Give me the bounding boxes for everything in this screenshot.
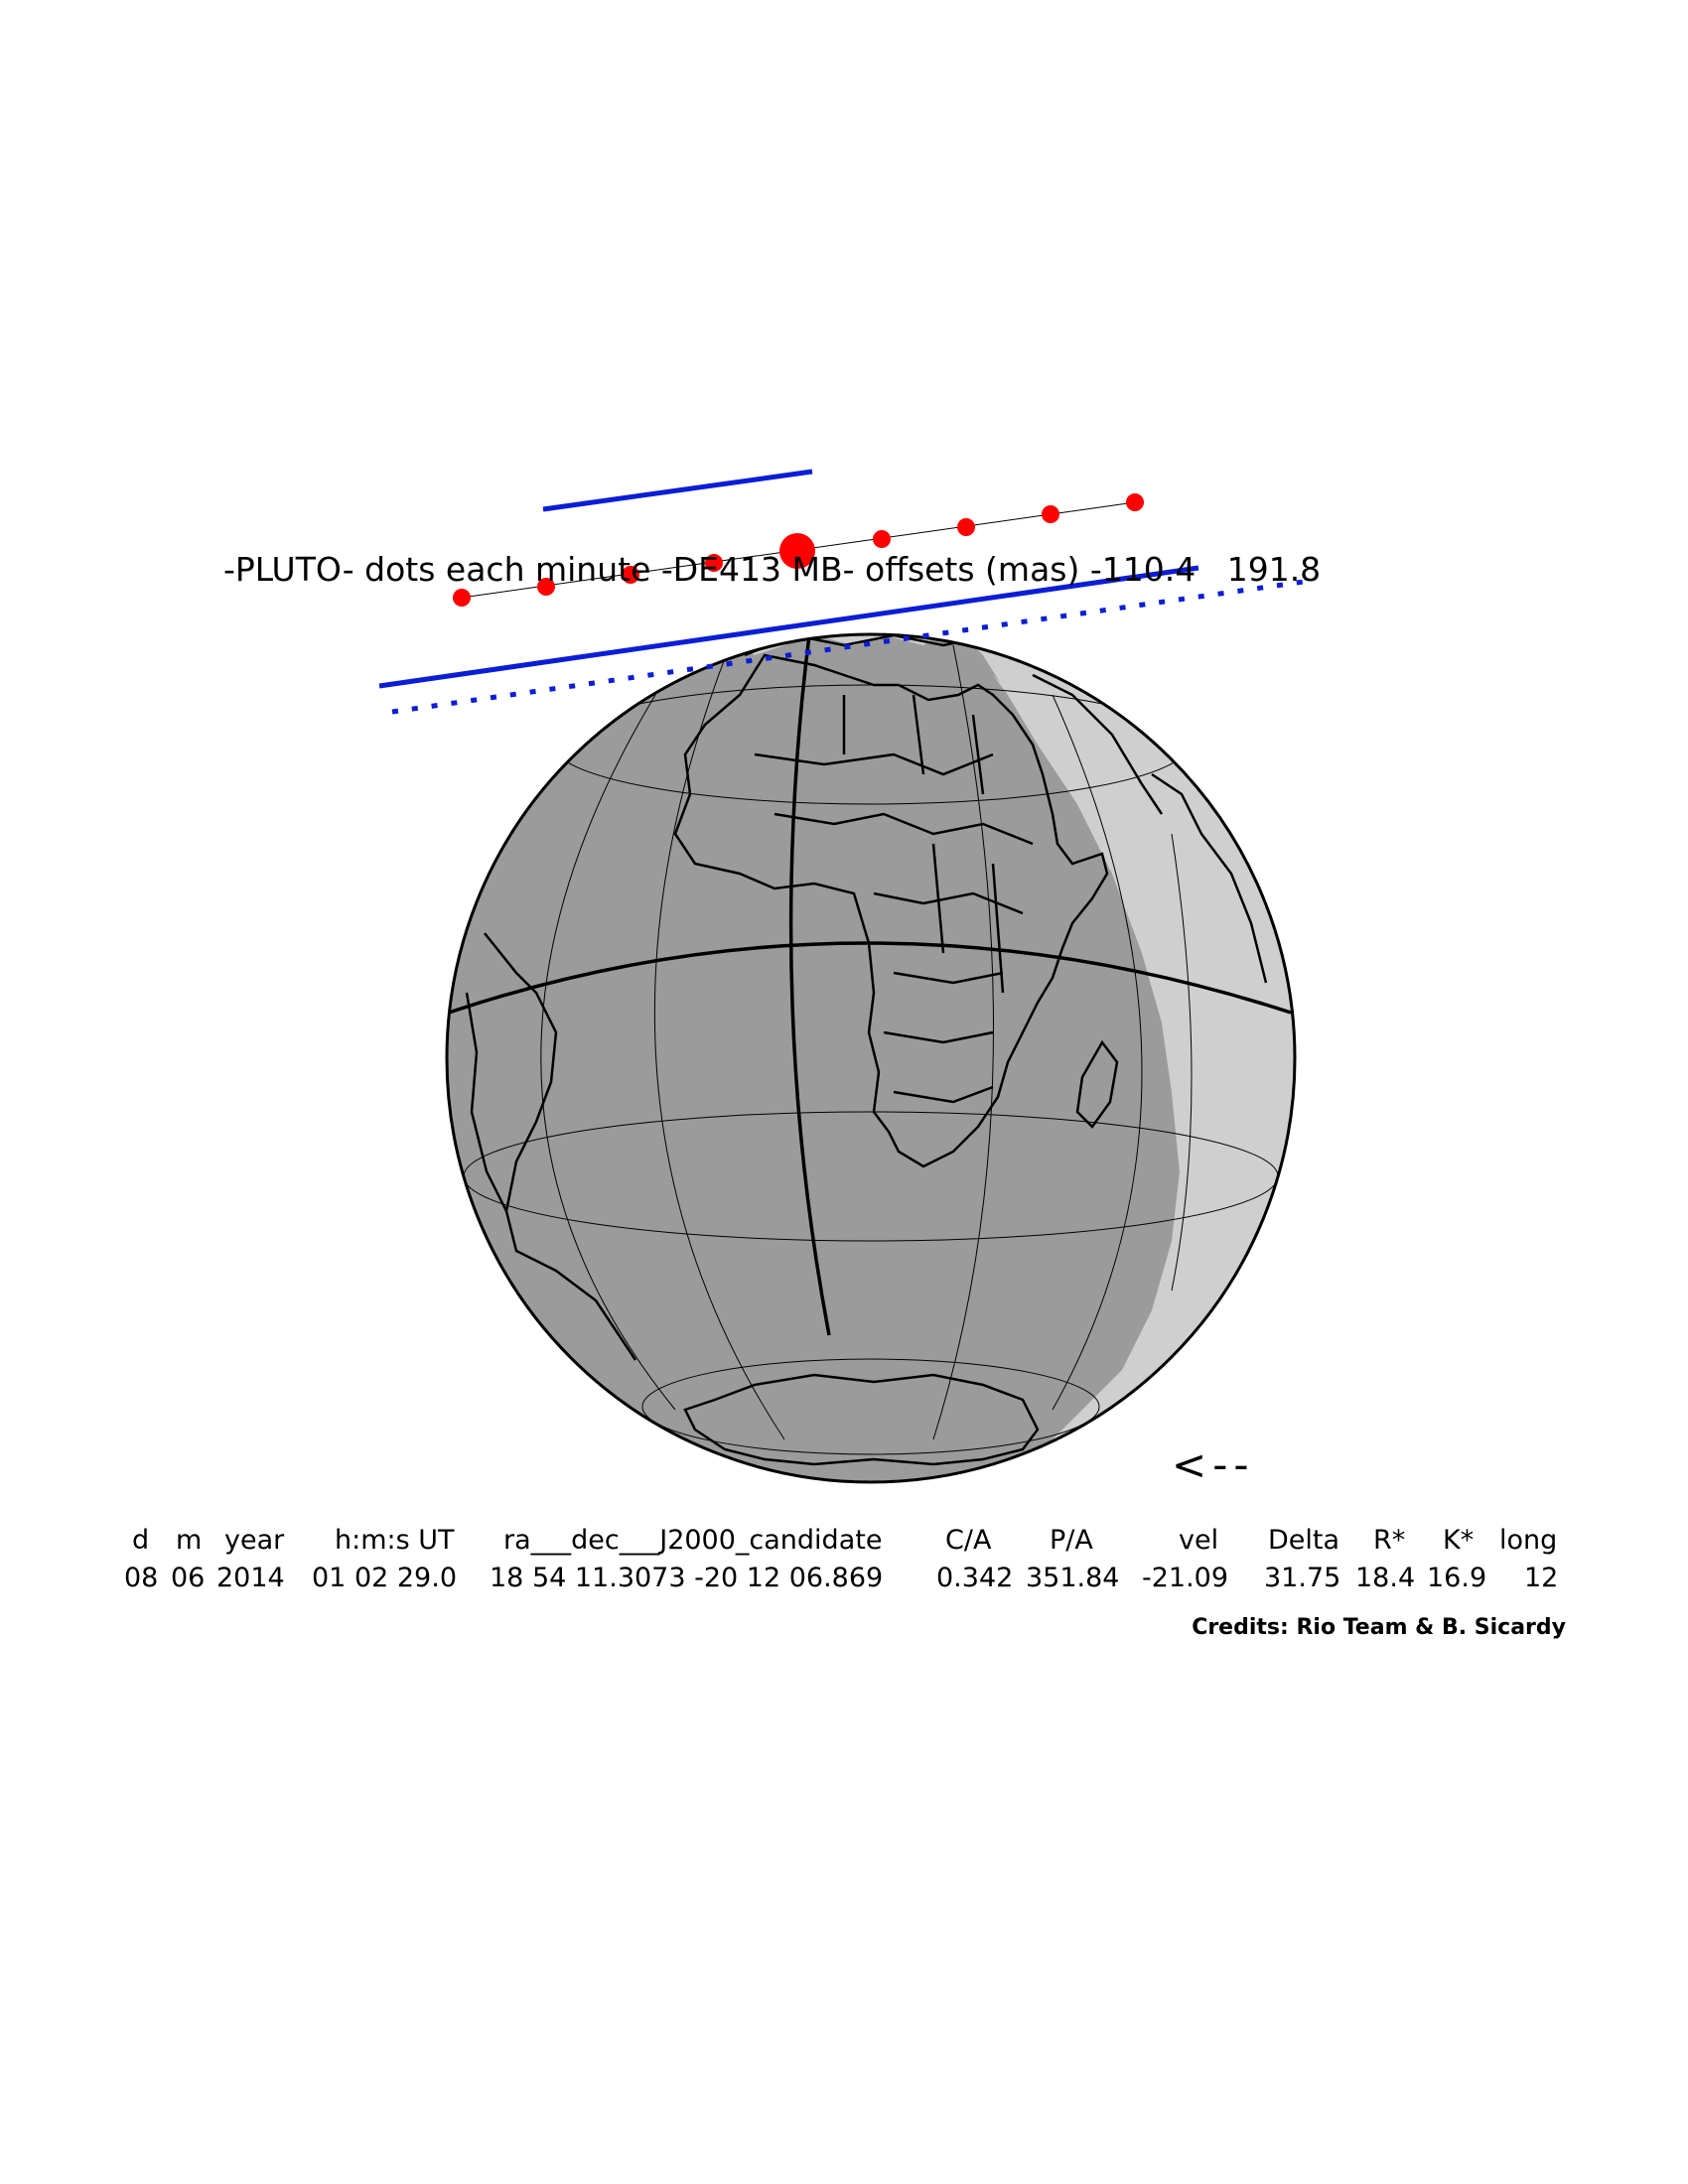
minute-dot <box>453 589 471 607</box>
value-cell: 18.4 <box>1355 1563 1415 1593</box>
value-cell: 08 <box>124 1563 158 1593</box>
header-cell: P/A <box>1050 1525 1093 1556</box>
header-cell: K* <box>1443 1525 1474 1556</box>
header-cell: Delta <box>1268 1525 1339 1556</box>
minute-dot <box>1126 493 1144 511</box>
value-cell: 2014 <box>216 1563 285 1593</box>
header-cell: d <box>132 1525 149 1556</box>
table-header-row: d m year h:m:s UT ra___dec___J2000_candi… <box>132 1525 1557 1556</box>
central-meridian <box>788 634 831 1336</box>
graticule <box>463 644 1279 1455</box>
coastlines <box>465 634 1268 1466</box>
twilight-region <box>993 675 1188 1171</box>
value-cell: 18 54 11.3073 -20 12 06.869 <box>490 1563 883 1593</box>
south-limit-line <box>378 565 1199 689</box>
minute-dots <box>453 493 1144 607</box>
value-cell: 06 <box>171 1563 205 1593</box>
value-cell: 31.75 <box>1264 1563 1340 1593</box>
direction-arrow: <-- <box>1172 1440 1255 1489</box>
header-cell: m <box>176 1525 202 1556</box>
header-cell: ra___dec___J2000_candidate <box>503 1525 882 1556</box>
minute-dot <box>622 566 639 584</box>
header-cell: year <box>224 1525 285 1556</box>
header-cell: C/A <box>945 1525 992 1556</box>
value-cell: -21.09 <box>1142 1563 1228 1593</box>
minute-dot <box>873 530 891 548</box>
night-region <box>447 634 1180 1482</box>
closest-approach-dot <box>779 533 815 569</box>
value-cell: 01 02 29.0 <box>312 1563 457 1593</box>
header-cell: long <box>1499 1525 1557 1556</box>
value-cell: 0.342 <box>936 1563 1013 1593</box>
globe-outline <box>445 632 1297 1484</box>
value-cell: 351.84 <box>1026 1563 1119 1593</box>
value-cell: 16.9 <box>1427 1563 1486 1593</box>
header-cell: h:m:s UT <box>335 1525 455 1556</box>
globe <box>445 632 1297 1484</box>
equator <box>448 941 1292 1015</box>
credits: Credits: Rio Team & B. Sicardy <box>1192 1615 1566 1640</box>
minute-dot <box>957 518 975 536</box>
map-title: -PLUTO- dots each minute -DE413 MB- offs… <box>223 550 1321 589</box>
minute-dot <box>537 578 555 596</box>
header-cell: R* <box>1373 1525 1405 1556</box>
table-value-row: 08 06 2014 01 02 29.0 18 54 11.3073 -20 … <box>124 1563 1558 1593</box>
header-cell: vel <box>1179 1525 1218 1556</box>
north-limit-line <box>542 469 813 512</box>
minute-dot <box>1042 505 1059 523</box>
value-cell: 12 <box>1524 1563 1558 1593</box>
minute-dot <box>705 554 723 572</box>
